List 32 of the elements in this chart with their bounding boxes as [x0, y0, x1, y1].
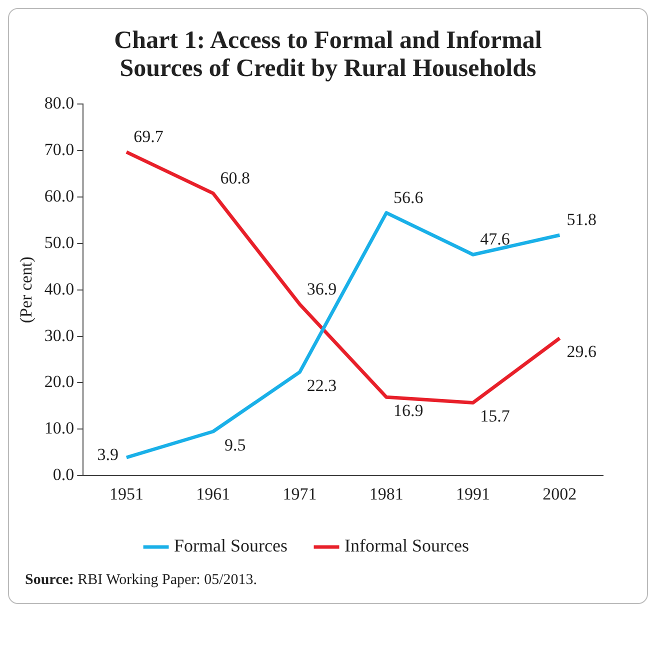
data-label: 29.6: [566, 342, 597, 362]
x-tick-label: 1971: [282, 484, 317, 504]
y-tick-label: 40.0: [44, 279, 74, 298]
legend-label: Informal Sources: [344, 536, 469, 556]
y-tick-label: 80.0: [44, 94, 74, 113]
chart-title: Chart 1: Access to Formal and Informal Sources of Credit by Rural Households: [113, 26, 543, 84]
x-tick-label: 1951: [109, 484, 144, 504]
data-label: 36.9: [306, 279, 337, 298]
y-tick-label: 30.0: [44, 326, 74, 345]
data-label: 9.5: [224, 435, 246, 454]
data-label: 16.9: [394, 401, 424, 420]
x-tick-label: 1961: [196, 484, 230, 504]
y-tick-label: 20.0: [44, 372, 74, 392]
y-tick-label: 0.0: [52, 465, 74, 484]
data-label: 15.7: [480, 406, 510, 426]
x-tick-label: 2002: [542, 484, 577, 504]
x-tick-label: 1981: [369, 484, 404, 504]
y-tick-label: 70.0: [44, 140, 74, 160]
data-label: 22.3: [306, 376, 337, 396]
source-note: Source: RBI Working Paper: 05/2013.: [25, 572, 257, 588]
data-label: 3.9: [97, 444, 118, 464]
y-axis-title: (Per cent): [16, 256, 36, 324]
data-label: 47.6: [480, 230, 510, 249]
legend-label: Formal Sources: [174, 536, 288, 556]
data-label: 69.7: [134, 126, 164, 146]
data-label: 60.8: [220, 168, 250, 188]
y-tick-label: 60.0: [44, 186, 74, 206]
x-tick-label: 1991: [456, 484, 490, 504]
data-label: 51.8: [566, 210, 597, 230]
y-tick-label: 10.0: [44, 418, 74, 438]
y-tick-label: 50.0: [44, 232, 74, 252]
data-label: 56.6: [394, 188, 424, 207]
